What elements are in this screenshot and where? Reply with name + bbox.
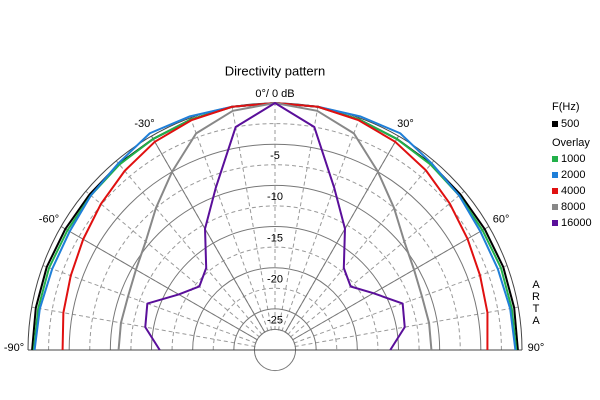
major-ring (192, 267, 358, 351)
angle-label: 60° (493, 213, 510, 225)
spoke (294, 306, 519, 348)
legend-swatch (552, 121, 558, 127)
legend-label: 8000 (561, 201, 585, 213)
zero-label: 0°/ 0 dB (255, 88, 294, 100)
r-tick-label: -25 (267, 315, 283, 327)
angle-label: -30° (134, 118, 154, 130)
legend-label: 16000 (561, 217, 592, 229)
r-tick-label: -5 (270, 150, 280, 162)
spoke (281, 117, 360, 332)
spoke (287, 160, 435, 336)
legend-label: 500 (561, 118, 579, 130)
angle-label: -60° (39, 213, 59, 225)
major-spoke (60, 226, 258, 341)
series-line (144, 102, 406, 351)
legend-label: 1000 (561, 153, 585, 165)
spoke (190, 117, 269, 332)
legend-swatch (552, 220, 558, 226)
spoke (31, 306, 256, 348)
major-ring (109, 184, 441, 351)
major-ring (233, 308, 317, 351)
curves (31, 102, 519, 351)
angle-label: 30° (397, 118, 414, 130)
spoke (289, 190, 465, 338)
spoke (277, 106, 319, 331)
major-ring (68, 143, 482, 351)
spoke (85, 190, 261, 338)
chart-title: Directivity pattern (225, 63, 325, 78)
legend-swatch (552, 156, 558, 162)
spoke (293, 265, 508, 344)
major-spoke (292, 226, 490, 341)
major-ring (151, 226, 399, 351)
r-tick-label: -20 (267, 274, 283, 286)
grid (27, 102, 523, 372)
legend-swatch (552, 172, 558, 178)
legend-title: F(Hz) (552, 101, 580, 113)
minor-ring (212, 287, 338, 351)
minor-ring (130, 205, 420, 351)
legend-swatch (552, 188, 558, 194)
major-spoke (151, 135, 266, 333)
overlay-title: Overlay (552, 137, 590, 149)
spoke (231, 106, 273, 331)
minor-ring (171, 246, 379, 351)
legend-label: 2000 (561, 169, 585, 181)
r-tick-label: -10 (267, 191, 283, 203)
r-tick-label: -15 (267, 232, 283, 244)
spoke (42, 265, 257, 344)
minor-ring (89, 164, 461, 351)
labels: -90° -60° -30° 30° 60° 90° -5 -10 -15 -20 -25 500 10… (4, 118, 592, 354)
spoke (115, 160, 263, 336)
angle-label: 90° (528, 342, 545, 354)
major-spoke (284, 135, 399, 333)
legend-label: 4000 (561, 185, 585, 197)
angle-label: -90° (4, 342, 24, 354)
legend-swatch (552, 204, 558, 210)
